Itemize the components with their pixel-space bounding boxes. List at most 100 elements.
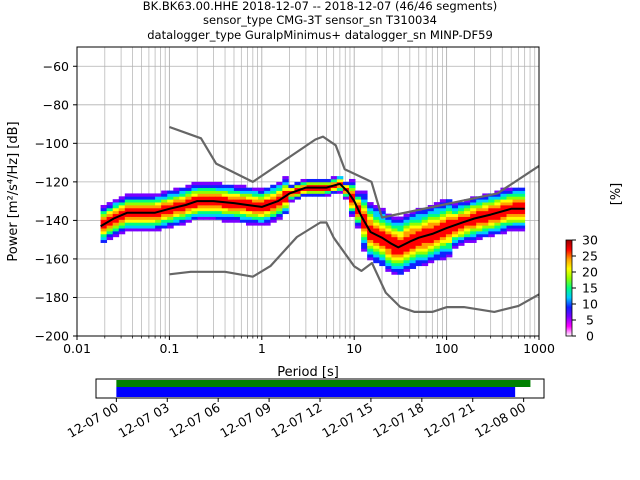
heatmap-cell [118,210,126,215]
heatmap-cell [373,222,380,226]
heatmap-cell [330,181,338,186]
heatmap-cell [282,199,289,203]
heatmap-cell [215,210,223,215]
heatmap-cell [367,233,374,238]
heatmap-cell [336,190,344,194]
heatmap-cell [518,187,526,191]
heatmap-cell [379,230,386,235]
heatmap-cell [161,222,168,226]
heatmap-cell [403,230,410,235]
heatmap-cell [391,242,398,246]
x-tick-label: 100 [435,341,459,356]
heatmap-cell [197,216,204,220]
heatmap-cell [470,225,477,229]
heatmap-cell [409,265,417,269]
heatmap-cell [312,187,320,191]
y-tick-label: −180 [35,290,69,305]
heatmap-cell [167,222,174,226]
heatmap-cell [355,225,362,229]
heatmap-cell [379,213,386,217]
heatmap-cell [439,213,447,217]
heatmap-cell [348,193,356,197]
heatmap-cell [379,207,386,212]
heatmap-cell [433,257,441,261]
heatmap-cell [330,187,338,191]
heatmap-cell [409,222,417,226]
heatmap-cell [130,207,138,212]
heatmap-cell [318,184,326,189]
heatmap-cell [506,210,513,215]
heatmap-cell [245,222,253,226]
heatmap-cell [100,219,108,223]
heatmap-cell [264,204,271,209]
heatmap-cell [149,213,156,217]
heatmap-cell [264,193,271,197]
heatmap-cell [470,239,477,243]
heatmap-cell [167,196,174,200]
heatmap-cell [203,196,211,200]
heatmap-cell [215,184,223,189]
heatmap-cell [373,219,380,223]
heatmap-cell [415,222,423,226]
y-tick-label: −200 [35,329,69,344]
heatmap-cell [391,216,398,220]
heatmap-cell [415,230,423,235]
heatmap-cell [197,181,204,186]
heatmap-cell [409,259,417,264]
heatmap-cell [409,254,417,258]
heatmap-cell [221,196,229,200]
heatmap-cell [173,199,180,203]
heatmap-cell [433,219,441,223]
heatmap-cell [470,204,477,209]
heatmap-cell [494,222,501,226]
heatmap-cell [258,216,265,220]
heatmap-cell [433,216,441,220]
heatmap-cell [367,213,374,217]
heatmap-cell [445,210,453,215]
heatmap-cell [427,259,435,264]
heatmap-cell [397,222,404,226]
heatmap-cell [512,196,520,200]
heatmap-cell [264,216,271,220]
heatmap-cell [397,219,404,223]
heatmap-cell [100,216,108,220]
heatmap-cell [445,245,453,249]
heatmap-cell [179,196,186,200]
heatmap-cell [161,190,168,194]
heatmap-cell [488,202,495,206]
heatmap-cell [155,219,162,223]
heatmap-cell [476,233,483,238]
heatmap-cell [167,225,174,229]
heatmap-cell [421,248,429,252]
heatmap-cell [227,216,235,220]
heatmap-cell [391,225,398,229]
heatmap-cell [518,210,526,215]
heatmap-cell [379,257,386,261]
heatmap-cell [458,202,465,206]
psd-heatmap [100,176,526,275]
heatmap-cell [197,187,204,191]
heatmap-cell [506,196,513,200]
heatmap-cell [385,236,392,241]
colorbar-tick-label: 20 [582,265,598,280]
heatmap-cell [464,222,471,226]
heatmap-cell [348,187,356,191]
heatmap-cell [391,259,398,264]
heatmap-cell [518,219,526,223]
heatmap-cell [361,242,368,246]
heatmap-cell [379,245,386,249]
heatmap-cell [488,196,495,200]
heatmap-cell [512,199,520,203]
heatmap-cell [403,236,410,241]
heatmap-cell [403,216,410,220]
heatmap-cell [306,193,314,197]
heatmap-cell [161,219,168,223]
heatmap-cell [415,216,423,220]
heatmap-cell [391,230,398,235]
heatmap-cell [464,204,471,209]
plot-frame [76,46,540,337]
heatmap-cell [173,219,180,223]
heatmap-cell [276,216,283,220]
heatmap-cell [445,236,453,241]
heatmap-cell [118,202,126,206]
